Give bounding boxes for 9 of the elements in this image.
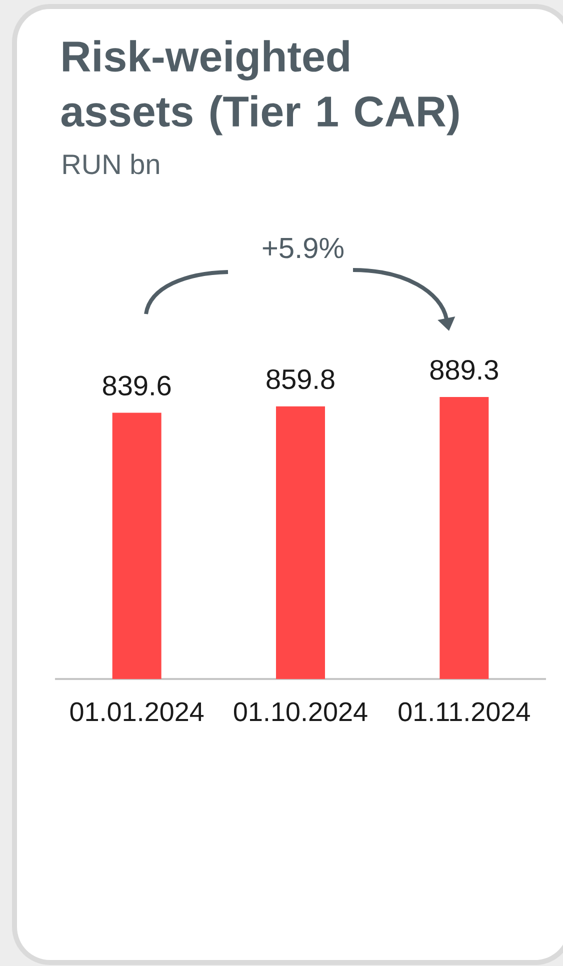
text: +5.9%	[262, 238, 344, 258]
chart-title: Risk-weighted assets (Tier 1 CAR)	[61, 40, 459, 136]
data-label: 859.8	[266, 369, 334, 390]
chart-subtitle: RUN bn	[63, 154, 159, 174]
x-tick-label: 01.11.2024	[398, 702, 530, 722]
x-tick-label: 01.10.2024	[234, 702, 368, 722]
data-label: 839.6	[103, 376, 171, 396]
data-label: 889.3	[430, 360, 498, 380]
x-tick-label: 01.01.2024	[70, 702, 204, 722]
